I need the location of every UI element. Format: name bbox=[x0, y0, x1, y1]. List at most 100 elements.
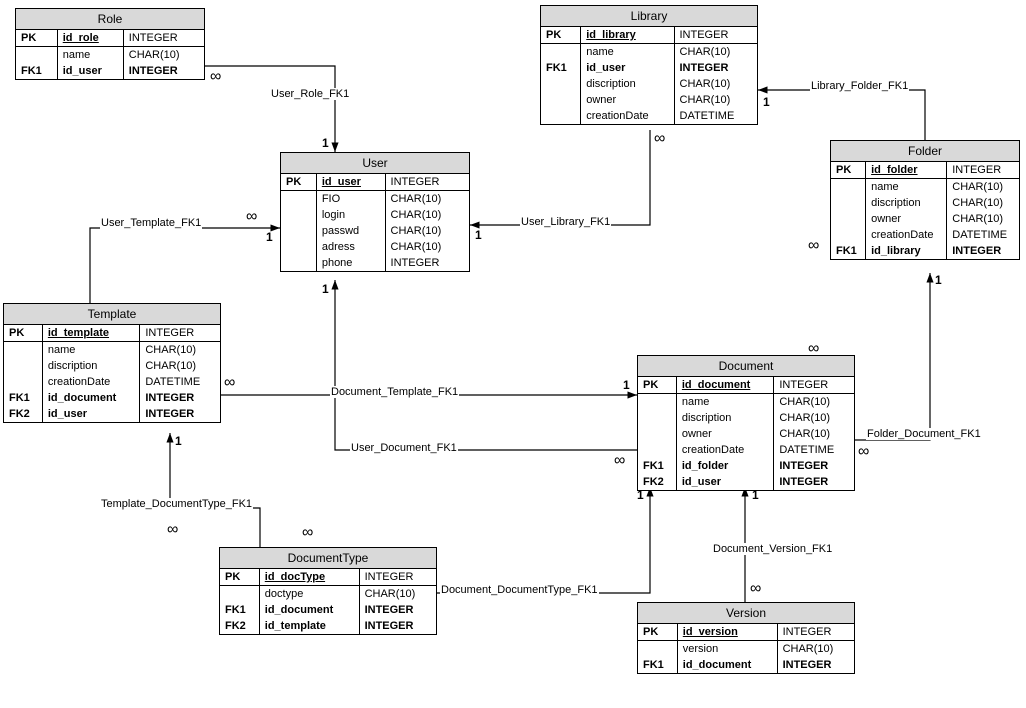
table-row: FK1id_documentINTEGER bbox=[4, 390, 220, 406]
entity-table: PKid_libraryINTEGERnameCHAR(10)FK1id_use… bbox=[541, 27, 757, 124]
cell-key bbox=[638, 641, 677, 658]
cell-name: login bbox=[316, 207, 385, 223]
cell-name: adress bbox=[316, 239, 385, 255]
cell-type: INTEGER bbox=[777, 624, 854, 641]
table-row: FK1id_folderINTEGER bbox=[638, 458, 854, 474]
table-row: ownerCHAR(10) bbox=[831, 211, 1019, 227]
cell-name: discription bbox=[581, 76, 674, 92]
edge-user_template_fk1 bbox=[90, 228, 280, 303]
table-row: FK1id_userINTEGER bbox=[16, 63, 204, 79]
cell-type: INTEGER bbox=[774, 458, 854, 474]
table-row: creationDateDATETIME bbox=[541, 108, 757, 124]
table-row: versionCHAR(10) bbox=[638, 641, 854, 658]
cell-type: INTEGER bbox=[385, 255, 469, 271]
cell-key: PK bbox=[4, 325, 42, 342]
entity-template: TemplatePKid_templateINTEGERnameCHAR(10)… bbox=[3, 303, 221, 423]
cell-name: name bbox=[42, 342, 139, 359]
cardinality: ∞ bbox=[750, 580, 761, 598]
cell-name: name bbox=[866, 179, 947, 196]
cell-key bbox=[541, 44, 581, 61]
cell-type: CHAR(10) bbox=[385, 207, 469, 223]
cardinality: 1 bbox=[935, 273, 942, 287]
table-row: PKid_versionINTEGER bbox=[638, 624, 854, 641]
cell-key: FK1 bbox=[220, 602, 259, 618]
cell-type: DATETIME bbox=[947, 227, 1019, 243]
cell-key bbox=[638, 410, 676, 426]
entity-user: UserPKid_userINTEGERFIOCHAR(10)loginCHAR… bbox=[280, 152, 470, 272]
cardinality: ∞ bbox=[224, 374, 235, 392]
entity-library: LibraryPKid_libraryINTEGERnameCHAR(10)FK… bbox=[540, 5, 758, 125]
cell-name: id_library bbox=[581, 27, 674, 44]
cardinality: ∞ bbox=[210, 68, 221, 86]
cell-type: INTEGER bbox=[674, 60, 757, 76]
cell-key bbox=[831, 211, 866, 227]
cell-name: id_document bbox=[677, 657, 777, 673]
cell-name: id_user bbox=[57, 63, 123, 79]
edge-label: Document_DocumentType_FK1 bbox=[440, 584, 599, 596]
table-row: discriptionCHAR(10) bbox=[4, 358, 220, 374]
cell-type: CHAR(10) bbox=[774, 426, 854, 442]
table-row: PKid_roleINTEGER bbox=[16, 30, 204, 47]
entity-table: PKid_roleINTEGERnameCHAR(10)FK1id_userIN… bbox=[16, 30, 204, 79]
table-row: nameCHAR(10) bbox=[638, 394, 854, 411]
cell-key bbox=[220, 586, 259, 603]
cell-key: FK2 bbox=[4, 406, 42, 422]
table-row: nameCHAR(10) bbox=[541, 44, 757, 61]
cell-name: id_document bbox=[42, 390, 139, 406]
table-row: FK2id_templateINTEGER bbox=[220, 618, 436, 634]
table-row: discriptionCHAR(10) bbox=[638, 410, 854, 426]
entity-folder: FolderPKid_folderINTEGERnameCHAR(10)disc… bbox=[830, 140, 1020, 260]
cell-key bbox=[831, 227, 866, 243]
cell-key: FK1 bbox=[638, 458, 676, 474]
cardinality: 1 bbox=[322, 282, 329, 296]
cell-key bbox=[281, 191, 316, 208]
table-row: passwdCHAR(10) bbox=[281, 223, 469, 239]
table-row: FK1id_documentINTEGER bbox=[638, 657, 854, 673]
cell-type: INTEGER bbox=[385, 174, 469, 191]
cell-type: INTEGER bbox=[359, 569, 436, 586]
cell-type: INTEGER bbox=[140, 406, 220, 422]
cell-key: PK bbox=[16, 30, 57, 47]
table-row: nameCHAR(10) bbox=[4, 342, 220, 359]
table-row: FK1id_userINTEGER bbox=[541, 60, 757, 76]
cell-key: FK1 bbox=[4, 390, 42, 406]
edge-template_documenttype_fk1 bbox=[170, 433, 260, 547]
cell-name: id_docType bbox=[259, 569, 359, 586]
table-row: nameCHAR(10) bbox=[831, 179, 1019, 196]
table-row: creationDateDATETIME bbox=[4, 374, 220, 390]
cardinality: 1 bbox=[322, 136, 329, 150]
edge-label: User_Role_FK1 bbox=[270, 88, 350, 100]
edge-user_role_fk1 bbox=[205, 66, 335, 152]
cardinality: ∞ bbox=[302, 524, 313, 542]
cardinality: ∞ bbox=[167, 521, 178, 539]
cell-key bbox=[831, 195, 866, 211]
table-row: discriptionCHAR(10) bbox=[831, 195, 1019, 211]
cell-name: name bbox=[676, 394, 773, 411]
cell-name: id_document bbox=[676, 377, 773, 394]
cell-type: INTEGER bbox=[674, 27, 757, 44]
entity-version: VersionPKid_versionINTEGERversionCHAR(10… bbox=[637, 602, 855, 674]
cardinality: 1 bbox=[623, 378, 630, 392]
table-row: PKid_userINTEGER bbox=[281, 174, 469, 191]
entity-title: User bbox=[281, 153, 469, 174]
cell-key: FK1 bbox=[541, 60, 581, 76]
cell-key: PK bbox=[281, 174, 316, 191]
table-row: PKid_libraryINTEGER bbox=[541, 27, 757, 44]
cardinality: 1 bbox=[266, 230, 273, 244]
cell-name: id_user bbox=[316, 174, 385, 191]
cell-key bbox=[541, 108, 581, 124]
entity-table: PKid_documentINTEGERnameCHAR(10)discript… bbox=[638, 377, 854, 490]
cell-name: discription bbox=[42, 358, 139, 374]
table-row: nameCHAR(10) bbox=[16, 47, 204, 64]
cell-key: PK bbox=[541, 27, 581, 44]
cell-type: CHAR(10) bbox=[774, 410, 854, 426]
cell-type: INTEGER bbox=[777, 657, 854, 673]
cardinality: ∞ bbox=[808, 340, 819, 358]
table-row: FIOCHAR(10) bbox=[281, 191, 469, 208]
cell-key: PK bbox=[831, 162, 866, 179]
cardinality: ∞ bbox=[858, 443, 869, 461]
entity-table: PKid_templateINTEGERnameCHAR(10)discript… bbox=[4, 325, 220, 422]
cell-type: CHAR(10) bbox=[123, 47, 204, 64]
cardinality: 1 bbox=[763, 95, 770, 109]
cell-type: CHAR(10) bbox=[774, 394, 854, 411]
